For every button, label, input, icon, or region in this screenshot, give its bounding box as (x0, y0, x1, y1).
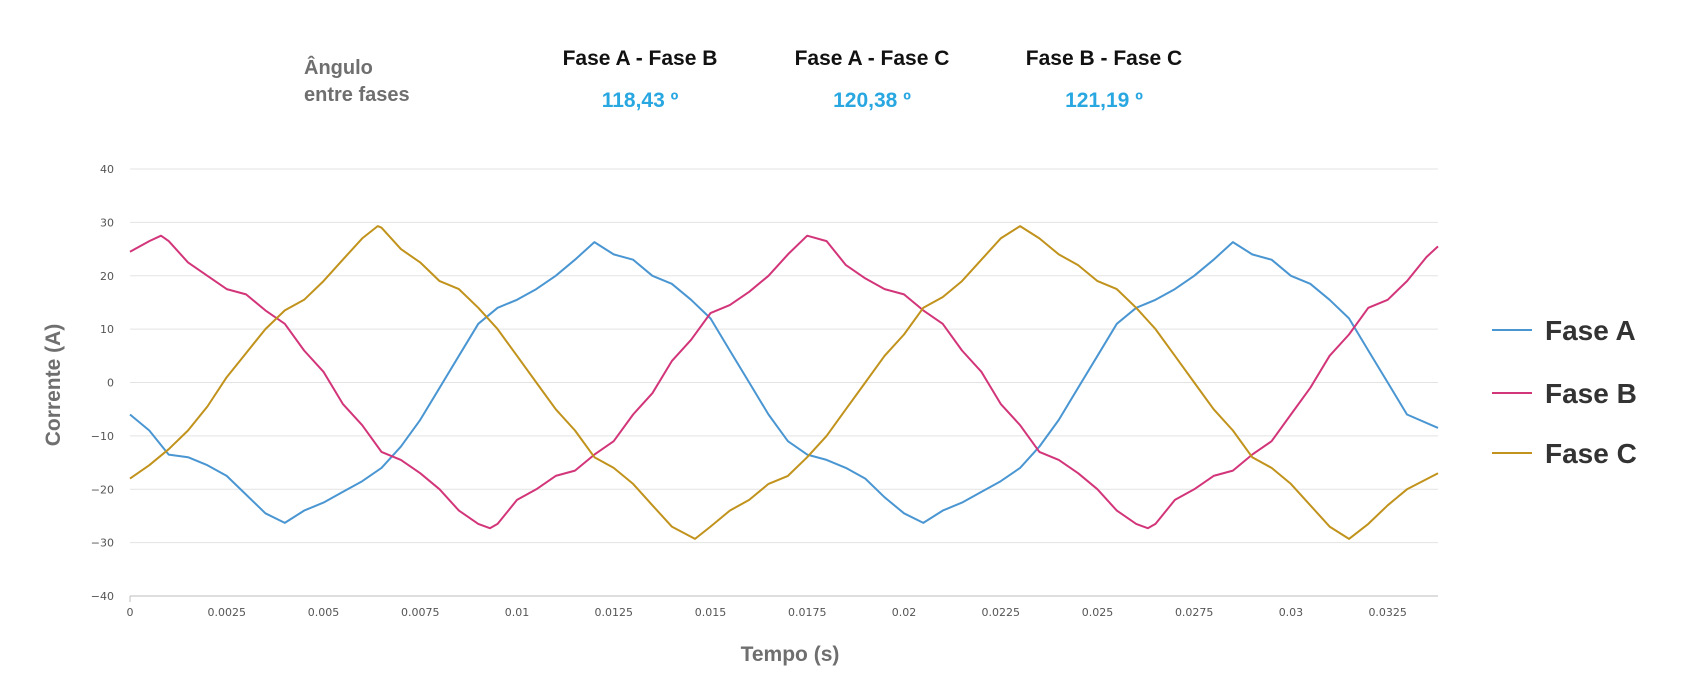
grid-lines (130, 168, 1438, 597)
phase-angle-label-line2: entre fases (304, 84, 410, 106)
x-tick-label: 0.015 (695, 606, 727, 619)
angle-pair-value: 120,38 º (833, 89, 911, 112)
x-tick-label: 0 (127, 606, 134, 619)
phase-angle-label: Ângulo entre fases (304, 55, 410, 109)
angle-pair-name: Fase A - Fase B (562, 47, 718, 70)
x-axis-ticks: 0 0.0025 0.005 0.0075 0.01 0.0125 0.015 0.0175 0… (127, 596, 1407, 619)
x-tick-label: 0.025 (1082, 606, 1114, 619)
legend-label: Fase B (1545, 378, 1637, 409)
x-tick-label: 0.0325 (1368, 606, 1407, 619)
y-tick-label: 20 (100, 270, 114, 283)
x-tick-label: 0.0175 (788, 606, 827, 619)
angle-pair-ab: Fase A - Fase B 118,43 º (530, 47, 750, 113)
y-tick-label: −40 (91, 590, 114, 603)
y-tick-label: −10 (91, 430, 114, 443)
angle-pair-value: 121,19 º (1065, 89, 1143, 112)
y-tick-label: 30 (100, 216, 114, 229)
y-tick-label: 40 (100, 163, 114, 176)
y-axis-ticks: −40 −30 −20 −10 0 10 20 30 40 (91, 163, 114, 603)
y-tick-label: 10 (100, 323, 114, 336)
x-tick-label: 0.02 (892, 606, 917, 619)
x-tick-label: 0.0075 (401, 606, 440, 619)
series-line-fase-a (129, 241, 1439, 524)
y-tick-label: −30 (91, 537, 114, 550)
y-tick-label: −20 (91, 483, 114, 496)
x-axis-title: Tempo (s) (741, 643, 840, 666)
series-lines (129, 225, 1439, 540)
legend: Fase A Fase B Fase C (1492, 315, 1637, 469)
series-line-fase-c (129, 225, 1439, 540)
x-tick-label: 0.01 (505, 606, 530, 619)
x-tick-label: 0.0275 (1175, 606, 1214, 619)
x-tick-label: 0.03 (1279, 606, 1304, 619)
phase-angle-label-line1: Ângulo (304, 57, 373, 79)
angle-pair-name: Fase B - Fase C (1025, 47, 1183, 70)
x-tick-label: 0.0225 (981, 606, 1020, 619)
x-tick-label: 0.005 (308, 606, 340, 619)
legend-label: Fase A (1545, 315, 1636, 346)
angle-pair-bc: Fase B - Fase C 121,19 º (994, 47, 1214, 113)
x-tick-label: 0.0125 (594, 606, 633, 619)
x-tick-label: 0.0025 (207, 606, 246, 619)
angle-pair-name: Fase A - Fase C (794, 47, 950, 70)
series-line-fase-b (129, 234, 1439, 530)
angle-pair-ac: Fase A - Fase C 120,38 º (762, 47, 982, 113)
y-axis-title: Corrente (A) (42, 324, 65, 447)
angle-pair-value: 118,43 º (601, 89, 679, 112)
y-tick-label: 0 (107, 377, 114, 390)
legend-label: Fase C (1545, 438, 1637, 469)
